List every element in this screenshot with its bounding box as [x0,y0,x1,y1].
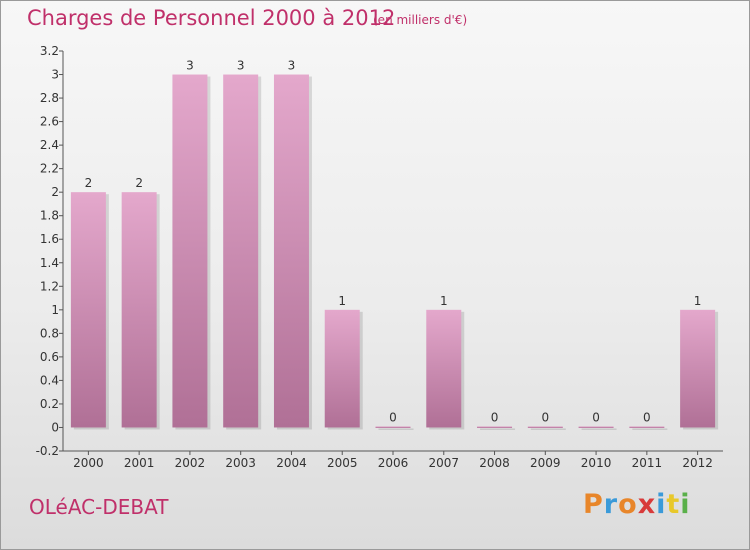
x-tick-label: 2006 [378,456,409,470]
bar-2004 [273,74,309,428]
bar-value-label: 3 [237,59,245,73]
y-tick-label: 0.6 [40,350,59,364]
bar-value-label: 0 [643,410,651,424]
x-tick-label: 2011 [632,456,663,470]
bar-2003 [223,74,259,428]
bar-shadow [632,428,668,430]
logo-letter: r [603,489,619,520]
proxiti-logo[interactable]: Proxiti [583,489,691,520]
bar-2006 [375,426,411,428]
y-tick-label: 1 [51,303,59,317]
bar-2001 [121,192,157,428]
x-tick-label: 2002 [175,456,206,470]
y-tick-label: 0 [51,420,59,434]
y-tick-label: 1.6 [40,232,59,246]
bar-shadow [581,428,617,430]
y-tick-label: 0.8 [40,326,59,340]
bar-2008 [477,426,513,428]
x-tick-label: 2001 [124,456,155,470]
bar-2002 [172,74,208,428]
bar-shadow [480,428,516,430]
bar-value-label: 1 [440,294,448,308]
x-tick-label: 2008 [479,456,510,470]
y-tick-label: 0.2 [40,397,59,411]
bar-shadow [530,428,566,430]
bar-value-label: 0 [491,410,499,424]
bar-2000 [70,192,106,428]
x-tick-label: 2009 [530,456,561,470]
y-tick-label: -0.2 [36,444,59,458]
x-tick-label: 2003 [225,456,256,470]
bar-value-label: 2 [85,176,93,190]
bar-value-label: 0 [389,410,397,424]
x-tick-label: 2005 [327,456,358,470]
x-tick-label: 2000 [73,456,104,470]
y-tick-label: 2.4 [40,138,59,152]
commune-name: OLéAC-DEBAT [29,495,169,519]
y-tick-label: 1.8 [40,209,59,223]
bar-2009 [527,426,563,428]
bar-2011 [629,426,665,428]
chart-subtitle: (en milliers d'€) [373,13,468,27]
bar-shadow [378,428,414,430]
x-tick-label: 2012 [682,456,713,470]
logo-letter: i [656,489,667,520]
bar-value-label: 0 [592,410,600,424]
bar-value-label: 2 [135,176,143,190]
x-tick-label: 2007 [428,456,459,470]
y-tick-label: 2.8 [40,91,59,105]
logo-letter: x [637,489,657,520]
bar-value-label: 0 [541,410,549,424]
y-tick-label: 2.2 [40,162,59,176]
bar-value-label: 1 [694,294,702,308]
y-tick-label: 3.2 [40,44,59,58]
bar-2012 [680,309,716,428]
bar-2010 [578,426,614,428]
y-tick-label: 2.6 [40,115,59,129]
bar-value-label: 3 [288,59,296,73]
y-tick-label: 1.4 [40,256,59,270]
bar-value-label: 3 [186,59,194,73]
logo-letter: o [618,489,638,520]
logo-letter: t [666,489,681,520]
y-tick-label: 1.2 [40,279,59,293]
bar-2007 [426,309,462,428]
logo-letter: P [583,489,604,520]
y-tick-label: 0.4 [40,373,59,387]
chart-title: Charges de Personnel 2000 à 2012 [27,6,396,30]
bar-value-label: 1 [338,294,346,308]
x-tick-label: 2004 [276,456,307,470]
y-tick-label: 2 [51,185,59,199]
x-tick-label: 2010 [581,456,612,470]
y-tick-label: 3 [51,68,59,82]
bar-2005 [324,309,360,428]
logo-letter: i [680,489,691,520]
